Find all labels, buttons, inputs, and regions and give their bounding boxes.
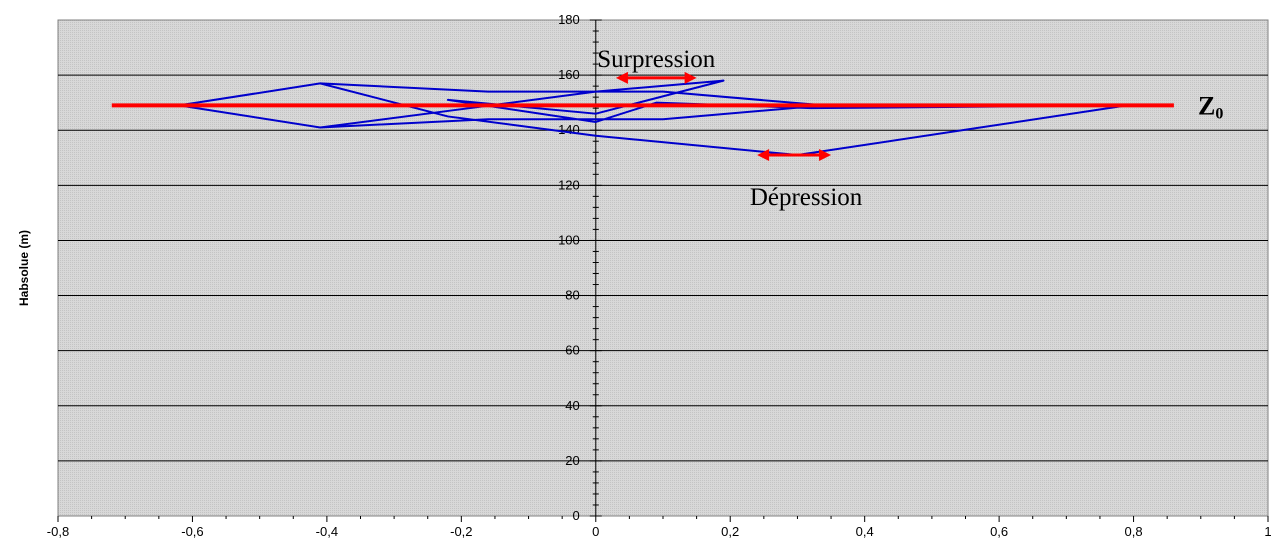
- annotation-arrow-head: [684, 71, 697, 84]
- plot-area: [57, 19, 1269, 517]
- y-axis-label: Habsolue (m): [17, 230, 31, 306]
- y-tick-label: 40: [565, 398, 579, 413]
- x-tick-label: 0,2: [721, 524, 739, 539]
- y-tick-label: 0: [573, 508, 580, 523]
- x-tick-label: 0,6: [990, 524, 1008, 539]
- y-tick-label: 80: [565, 288, 579, 303]
- x-tick-label: -0,2: [450, 524, 472, 539]
- annotation-surpression-label: Surpression: [597, 46, 716, 73]
- x-tick-label: 0,4: [856, 524, 874, 539]
- y-tick-label: 100: [558, 232, 580, 247]
- reference-line-label-subscript: 0: [1215, 105, 1223, 122]
- series-group: [178, 79, 1128, 157]
- x-axis: -0,8 -0,6 -0,4 -0,2 0 0,2 0,4 0,6 0,8 1: [47, 516, 1272, 539]
- x-tick-label: 1: [1264, 524, 1271, 539]
- x-tick-label: -0,4: [316, 524, 338, 539]
- annotation-arrow-head: [757, 149, 770, 162]
- x-tick-label: -0,8: [47, 524, 69, 539]
- y-tick-label: 160: [558, 67, 580, 82]
- annotation-depression-label: Dépression: [750, 184, 863, 211]
- y-tick-label: 140: [558, 122, 580, 137]
- annotations-group: Surpression Dépression: [597, 46, 863, 211]
- reference-line-group: Z0: [111, 91, 1223, 122]
- y-axis: 0 20 40 60 80 100 120 140 160 180: [558, 12, 602, 523]
- annotation-arrow-head: [819, 149, 832, 162]
- grid-lines: [58, 74, 1268, 462]
- x-tick-label: -0,6: [181, 524, 203, 539]
- series-line: [178, 79, 1128, 157]
- y-tick-label: 120: [558, 177, 580, 192]
- annotation-arrow-head: [615, 71, 628, 84]
- x-tick-label: 0,8: [1125, 524, 1143, 539]
- y-tick-label: 20: [565, 453, 579, 468]
- y-tick-label: 60: [565, 343, 579, 358]
- x-tick-label: 0: [592, 524, 599, 539]
- y-tick-label: 180: [558, 12, 580, 27]
